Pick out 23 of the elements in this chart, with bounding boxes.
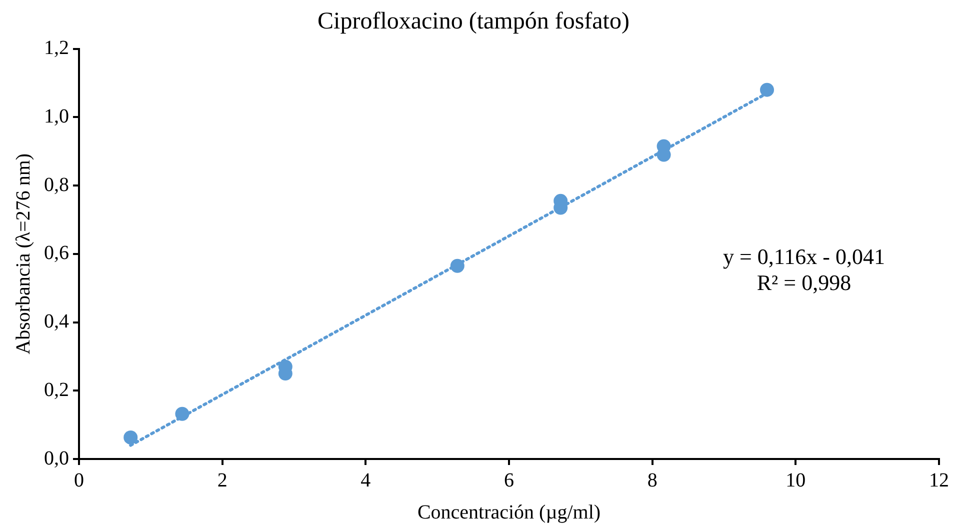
- point: [175, 406, 190, 421]
- annotation: y = 0,116x - 0,041: [723, 244, 885, 269]
- x-tick-label: 6: [504, 469, 514, 492]
- y-tick-label: 0,0: [44, 447, 69, 470]
- point: [760, 82, 774, 97]
- y-tick-label: 0,6: [44, 242, 69, 264]
- x-tick-label: 0: [74, 469, 84, 492]
- point: [124, 430, 138, 444]
- y-tick-label: 0,8: [44, 174, 69, 196]
- y-tick-label: 1,0: [44, 105, 69, 128]
- chart-title: Ciprofloxacino (tampón fosfato): [318, 8, 630, 35]
- x-tick-label: 12: [929, 469, 949, 492]
- x-tick-label: 10: [786, 469, 806, 492]
- x-tick-label: 2: [217, 469, 228, 492]
- y-tick-label: 0,4: [44, 310, 69, 333]
- annotation: R² = 0,998: [756, 270, 852, 295]
- x-axis-title: Concentración (µg/ml): [417, 501, 601, 524]
- x-tick-label: 8: [647, 469, 658, 492]
- y-tick-label: 1,2: [44, 37, 69, 60]
- point: [450, 258, 464, 273]
- y-tick-label: 0,2: [44, 378, 69, 401]
- y-axis-title: Absorbancia (λ=276 nm): [12, 153, 34, 354]
- x-tick-label: 4: [360, 469, 371, 492]
